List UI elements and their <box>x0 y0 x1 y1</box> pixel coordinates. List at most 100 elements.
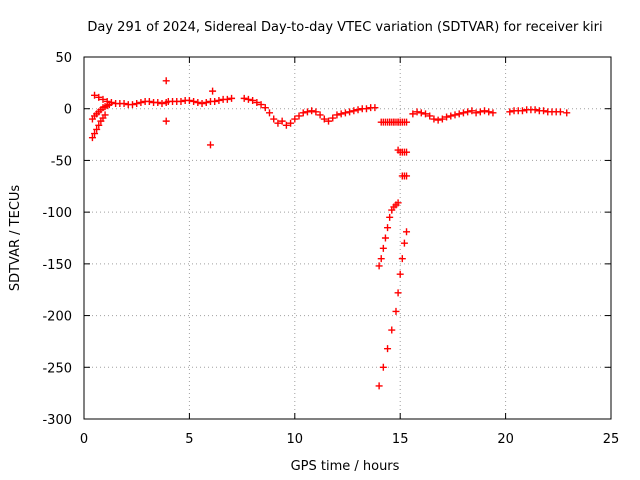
data-point <box>185 96 193 104</box>
data-point <box>158 100 166 108</box>
data-point <box>270 115 278 123</box>
data-point <box>190 97 198 105</box>
data-point <box>398 255 406 263</box>
data-point <box>459 109 467 117</box>
data-point <box>379 363 387 371</box>
data-point <box>426 112 434 120</box>
data-point <box>392 307 400 315</box>
data-point <box>481 107 489 115</box>
data-point <box>101 111 109 119</box>
data-point <box>198 100 206 108</box>
y-tick-label: -200 <box>42 310 72 325</box>
data-point <box>206 141 214 149</box>
data-point <box>244 95 252 103</box>
y-axis-label: SDTVAR / TECUs <box>8 185 23 292</box>
data-point <box>447 112 455 120</box>
data-point <box>400 239 408 247</box>
data-point <box>434 116 442 124</box>
x-tick-label: 5 <box>185 432 193 447</box>
x-tick-label: 25 <box>603 432 620 447</box>
data-point <box>308 107 316 115</box>
data-point <box>386 213 394 221</box>
data-point <box>99 95 107 103</box>
y-tick-label: -300 <box>42 413 72 428</box>
data-point <box>346 108 354 116</box>
data-point <box>403 228 411 236</box>
data-point <box>438 115 446 123</box>
data-point <box>91 130 99 138</box>
data-point <box>396 270 404 278</box>
data-point <box>394 118 402 126</box>
data-point <box>257 101 265 109</box>
data-point <box>133 100 141 108</box>
y-tick-label: -250 <box>42 361 72 376</box>
data-point <box>223 95 231 103</box>
data-point <box>91 91 99 99</box>
data-point <box>350 107 358 115</box>
data-point <box>476 108 484 116</box>
data-point <box>120 100 128 108</box>
data-point <box>154 99 162 107</box>
data-point <box>451 111 459 119</box>
data-point <box>388 326 396 334</box>
data-point <box>320 115 328 123</box>
data-point <box>443 113 451 121</box>
data-point <box>162 77 170 85</box>
data-point <box>253 99 261 107</box>
y-tick-label: 0 <box>64 103 72 118</box>
data-point <box>371 104 379 112</box>
y-tick-label: 50 <box>55 51 72 66</box>
data-point <box>506 108 514 116</box>
data-point <box>421 110 429 118</box>
data-point <box>291 115 299 123</box>
data-point <box>261 104 269 112</box>
data-point <box>341 109 349 117</box>
data-points <box>88 77 571 390</box>
data-point <box>128 101 136 109</box>
data-point <box>464 108 472 116</box>
chart-title: Day 291 of 2024, Sidereal Day-to-day VTE… <box>87 20 602 35</box>
data-point <box>202 99 210 107</box>
data-point <box>354 106 362 114</box>
data-point <box>282 121 290 129</box>
data-point <box>103 97 111 105</box>
data-point <box>375 382 383 390</box>
data-point <box>413 108 421 116</box>
data-point <box>489 109 497 117</box>
data-point <box>95 121 103 129</box>
x-tick-label: 0 <box>80 432 88 447</box>
data-point <box>211 97 219 105</box>
data-point <box>137 99 145 107</box>
data-point <box>93 125 101 133</box>
data-point <box>249 96 257 104</box>
x-tick-label: 20 <box>497 432 514 447</box>
data-point <box>299 109 307 117</box>
data-point <box>240 94 248 102</box>
data-point <box>312 108 320 116</box>
data-point <box>556 108 564 116</box>
y-tick-label: -50 <box>51 154 72 169</box>
data-point <box>287 119 295 127</box>
data-point <box>485 108 493 116</box>
data-point <box>177 97 185 105</box>
data-point <box>403 118 411 126</box>
data-point <box>266 109 274 117</box>
x-tick-label: 15 <box>392 432 409 447</box>
data-point <box>472 109 480 117</box>
y-tick-label: -150 <box>42 258 72 273</box>
data-point <box>379 244 387 252</box>
data-point <box>325 117 333 125</box>
data-point <box>375 262 383 270</box>
x-axis-label: GPS time / hours <box>291 459 400 474</box>
data-point <box>455 110 463 118</box>
x-tick-label: 10 <box>287 432 304 447</box>
data-point <box>145 97 153 105</box>
data-point <box>403 172 411 180</box>
data-point <box>377 255 385 263</box>
data-point <box>209 87 217 95</box>
y-tick-label: -100 <box>42 206 72 221</box>
data-point <box>468 107 476 115</box>
data-point <box>384 224 392 232</box>
data-point <box>107 99 115 107</box>
